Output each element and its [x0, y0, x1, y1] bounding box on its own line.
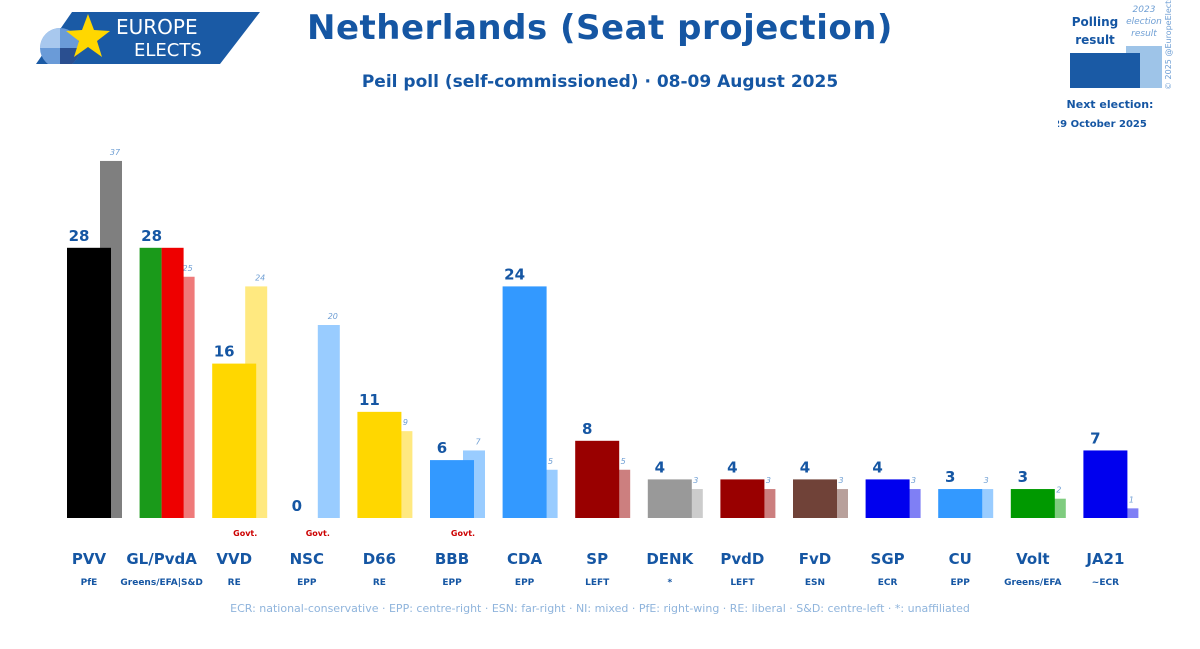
party-label-cda: CDA [507, 550, 542, 568]
bar-poll-vvd [212, 363, 257, 518]
page-title: Netherlands (Seat projection) [307, 8, 893, 48]
poll-value-vvd: 16 [214, 343, 235, 361]
govt-label-bbb: Govt. [451, 529, 475, 538]
party-group-ja21: ~ECR [1092, 578, 1119, 588]
poll-value-d66: 11 [359, 391, 380, 409]
bar-poll-volt [1010, 489, 1055, 518]
bar-poll-cu [938, 489, 983, 518]
party-group-bbb: EPP [442, 578, 462, 588]
poll-value-cda: 24 [504, 265, 525, 283]
seat-projection-chart: 3728PVVPfE2528GL/PvdAGreens/EFA|S&D2416G… [67, 148, 1139, 588]
party-label-nsc: NSC [290, 550, 324, 568]
prev-value-cu: 3 [984, 476, 989, 485]
party-group-cu: EPP [951, 578, 971, 588]
bar-poll-bbb [430, 460, 474, 518]
govt-label-nsc: Govt. [306, 529, 330, 538]
poll-value-gl-pvda: 28 [141, 227, 162, 245]
legend-polling-label-2: result [1075, 33, 1115, 47]
poll-value-pvv: 28 [69, 227, 90, 245]
party-group-sp: LEFT [585, 578, 610, 588]
legend-election-label-3: result [1131, 29, 1157, 39]
prev-value-pvv: 37 [110, 148, 121, 157]
party-group-volt: Greens/EFA [1004, 578, 1061, 588]
prev-value-d66: 9 [403, 418, 408, 427]
prev-value-denk: 3 [693, 476, 698, 485]
bar-poll-cda [502, 286, 547, 518]
legend-election-label-2: election [1126, 17, 1162, 27]
legend-polling-label-1: Polling [1072, 15, 1119, 29]
star-icon [66, 14, 110, 57]
party-group-pvv: PfE [81, 578, 98, 588]
logo-line-2: ELECTS [134, 40, 202, 61]
prev-value-gl-pvda: 25 [183, 264, 193, 273]
bar-poll-gl-pvda-2 [161, 247, 184, 519]
prev-value-cda: 5 [548, 457, 553, 466]
copyright-text: © 2025 @EuropeElects [1164, 0, 1173, 90]
party-label-fvd: FvD [799, 550, 831, 568]
bar-poll-gl-pvda-1 [139, 247, 162, 519]
party-group-denk: * [667, 578, 672, 588]
party-group-gl-pvda: Greens/EFA|S&D [120, 578, 202, 588]
party-label-pvdd: PvdD [720, 550, 764, 568]
party-label-sp: SP [586, 550, 608, 568]
party-label-bbb: BBB [435, 550, 469, 568]
party-group-cda: EPP [515, 578, 535, 588]
party-group-vvd: RE [228, 578, 241, 588]
poll-value-bbb: 6 [437, 439, 447, 457]
party-label-gl-pvda: GL/PvdA [126, 550, 197, 568]
prev-value-ja21: 1 [1129, 495, 1134, 504]
next-election-label: Next election: [1067, 98, 1154, 111]
logo-line-1: EUROPE [116, 15, 198, 39]
party-group-d66: RE [373, 578, 386, 588]
europe-elects-logo: EUROPE ELECTS [36, 12, 260, 64]
prev-value-vvd: 24 [255, 273, 265, 282]
footer-group-legend: ECR: national-conservative · EPP: centre… [230, 602, 970, 615]
party-group-nsc: EPP [297, 578, 317, 588]
bar-poll-denk [647, 479, 692, 518]
party-label-volt: Volt [1016, 550, 1049, 568]
party-label-sgp: SGP [871, 550, 905, 568]
bar-prev-nsc [317, 325, 340, 518]
next-election-date: 29 October 2025 [1058, 119, 1147, 130]
legend: Polling result 2023 election result © 20… [1058, 0, 1173, 130]
party-label-vvd: VVD [216, 550, 252, 568]
poll-value-ja21: 7 [1090, 429, 1100, 447]
prev-value-volt: 2 [1056, 486, 1061, 495]
bar-poll-sp [575, 440, 620, 518]
prev-value-sgp: 3 [911, 476, 916, 485]
party-group-pvdd: LEFT [730, 578, 755, 588]
poll-value-pvdd: 4 [727, 458, 737, 476]
party-group-fvd: ESN [805, 578, 825, 588]
bar-poll-pvv [67, 247, 111, 519]
poll-value-volt: 3 [1018, 468, 1028, 486]
prev-value-pvdd: 3 [766, 476, 771, 485]
party-label-denk: DENK [646, 550, 694, 568]
prev-value-sp: 5 [621, 457, 626, 466]
page-subtitle: Peil poll (self-commissioned) · 08-09 Au… [361, 72, 839, 92]
poll-value-cu: 3 [945, 468, 955, 486]
poll-value-sgp: 4 [872, 458, 882, 476]
poll-value-sp: 8 [582, 420, 592, 438]
poll-value-nsc: 0 [292, 497, 302, 515]
party-label-ja21: JA21 [1085, 550, 1124, 568]
bar-poll-sgp [865, 479, 910, 518]
party-label-cu: CU [949, 550, 972, 568]
party-group-sgp: ECR [878, 578, 898, 588]
party-label-d66: D66 [363, 550, 396, 568]
bar-poll-ja21 [1083, 450, 1128, 518]
govt-label-vvd: Govt. [233, 529, 257, 538]
prev-value-nsc: 20 [328, 312, 338, 321]
poll-value-denk: 4 [655, 458, 665, 476]
bar-poll-d66 [357, 411, 402, 518]
legend-election-label-1: 2023 [1133, 5, 1156, 15]
poll-value-fvd: 4 [800, 458, 810, 476]
bar-poll-pvdd [720, 479, 765, 518]
prev-value-bbb: 7 [475, 437, 481, 446]
bar-poll-fvd [793, 479, 837, 518]
party-label-pvv: PVV [72, 550, 107, 568]
prev-value-fvd: 3 [838, 476, 843, 485]
legend-polling-swatch [1070, 53, 1140, 88]
